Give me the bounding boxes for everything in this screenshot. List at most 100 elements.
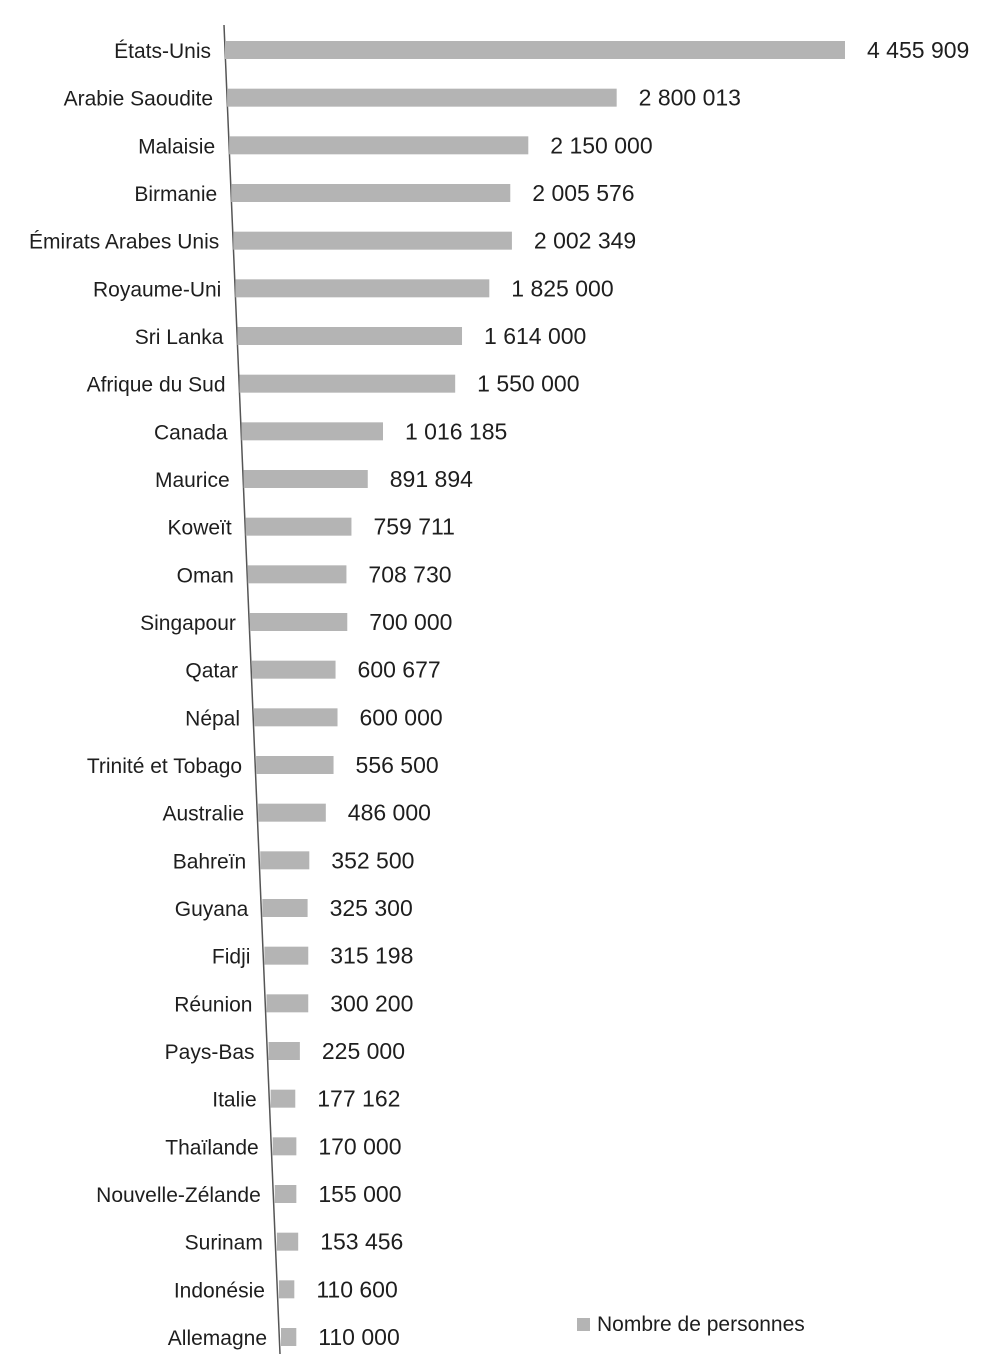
bar xyxy=(225,41,845,59)
category-label: Koweït xyxy=(168,517,232,540)
value-label: 759 711 xyxy=(373,514,454,540)
category-label: Royaume-Uni xyxy=(93,278,221,301)
bar-row: Fidji 315 198 xyxy=(212,943,414,969)
bar-row: Arabie Saoudite 2 800 013 xyxy=(64,85,741,111)
bar xyxy=(247,565,347,584)
bar xyxy=(262,899,308,917)
bar xyxy=(276,1232,299,1251)
bar-row: Sri Lanka 1 614 000 xyxy=(135,323,587,349)
bar-row: Qatar 600 677 xyxy=(185,657,440,683)
bar-row: Allemagne 110 000 xyxy=(168,1324,400,1350)
bar xyxy=(274,1185,297,1203)
value-label: 170 000 xyxy=(318,1133,401,1159)
bar xyxy=(272,1137,297,1156)
category-label: Oman xyxy=(177,564,234,587)
bar xyxy=(281,1328,297,1346)
bar-row: Népal 600 000 xyxy=(185,704,443,730)
value-label: 556 500 xyxy=(356,752,439,778)
bar-row: Royaume-Uni 1 825 000 xyxy=(93,275,614,301)
bar xyxy=(245,517,352,536)
bar-row: Nouvelle-Zélande 155 000 xyxy=(96,1181,401,1207)
value-label: 110 000 xyxy=(318,1324,399,1350)
value-label: 600 000 xyxy=(360,704,443,730)
category-label: Fidji xyxy=(212,946,251,969)
value-label: 1 825 000 xyxy=(511,275,613,301)
bar xyxy=(239,374,456,393)
value-label: 300 200 xyxy=(330,990,413,1016)
value-label: 153 456 xyxy=(320,1229,403,1255)
category-label: Indonésie xyxy=(174,1279,265,1302)
bar-row: États-Unis 4 455 909 xyxy=(114,37,969,63)
category-label: Nouvelle-Zélande xyxy=(96,1184,261,1207)
value-label: 225 000 xyxy=(322,1038,405,1064)
bar xyxy=(260,851,310,870)
value-label: 315 198 xyxy=(330,943,413,969)
value-label: 352 500 xyxy=(331,847,414,873)
bar-row: Italie 177 162 xyxy=(212,1086,400,1112)
bar-row: Australie 486 000 xyxy=(162,800,430,826)
category-label: Malaisie xyxy=(138,135,215,158)
value-label: 1 550 000 xyxy=(477,371,579,397)
bar xyxy=(270,1089,296,1108)
bar xyxy=(268,1042,300,1060)
bar xyxy=(249,613,348,631)
legend-label: Nombre de personnes xyxy=(597,1313,805,1336)
category-label: Qatar xyxy=(185,660,238,683)
legend-swatch xyxy=(577,1318,590,1331)
category-label: Arabie Saoudite xyxy=(64,88,213,111)
value-label: 4 455 909 xyxy=(867,37,969,63)
category-label: Maurice xyxy=(155,469,230,492)
category-label: Singapour xyxy=(140,612,236,635)
category-label: Italie xyxy=(212,1089,256,1112)
value-label: 110 600 xyxy=(316,1276,397,1302)
value-label: 600 677 xyxy=(358,657,441,683)
value-label: 700 000 xyxy=(369,609,452,635)
category-label: Afrique du Sud xyxy=(87,374,226,397)
bar-row: Guyana 325 300 xyxy=(175,895,413,921)
value-label: 486 000 xyxy=(348,800,431,826)
bar xyxy=(233,231,512,250)
bar-row: Maurice 891 894 xyxy=(155,466,473,492)
bar xyxy=(229,136,529,155)
category-label: Allemagne xyxy=(168,1327,267,1350)
category-label: Pays-Bas xyxy=(165,1041,255,1064)
category-label: Bahreïn xyxy=(173,850,247,873)
bar-row: Indonésie 110 600 xyxy=(174,1276,398,1302)
category-label: Guyana xyxy=(175,898,249,921)
bar xyxy=(266,994,309,1013)
category-label: Surinam xyxy=(185,1232,263,1255)
category-label: États-Unis xyxy=(114,40,211,63)
bar-row: Afrique du Sud 1 550 000 xyxy=(87,371,580,397)
bar-row: Birmanie 2 005 576 xyxy=(134,180,634,206)
bar xyxy=(254,708,338,727)
value-label: 1 614 000 xyxy=(484,323,586,349)
category-label: Népal xyxy=(185,707,240,730)
category-label: Réunion xyxy=(174,993,252,1016)
bar-row: Trinité et Tobago 556 500 xyxy=(87,752,439,778)
bar xyxy=(227,88,617,107)
bar xyxy=(258,803,326,822)
bar xyxy=(251,660,336,679)
category-label: Sri Lanka xyxy=(135,326,224,349)
bar xyxy=(231,184,511,202)
bar-row: Émirats Arabes Unis 2 002 349 xyxy=(29,228,636,254)
value-label: 1 016 185 xyxy=(405,418,507,444)
bar-row: Pays-Bas 225 000 xyxy=(165,1038,405,1064)
bar xyxy=(278,1280,295,1299)
bar-row: Malaisie 2 150 000 xyxy=(138,132,653,158)
legend: Nombre de personnes xyxy=(577,1313,805,1336)
value-label: 708 730 xyxy=(368,561,451,587)
bar-row: Surinam 153 456 xyxy=(185,1229,404,1255)
category-label: Trinité et Tobago xyxy=(87,755,242,778)
value-label: 325 300 xyxy=(330,895,413,921)
value-label: 2 002 349 xyxy=(534,228,636,254)
bar-row: Thaïlande 170 000 xyxy=(165,1133,401,1159)
bars-group: États-Unis 4 455 909 Arabie Saoudite 2 800 … xyxy=(29,37,969,1350)
bar xyxy=(235,279,490,298)
value-label: 2 150 000 xyxy=(550,132,652,158)
bar xyxy=(256,756,334,774)
bar xyxy=(264,946,309,965)
category-label: Émirats Arabes Unis xyxy=(29,231,219,254)
bar-row: Oman 708 730 xyxy=(177,561,452,587)
value-label: 891 894 xyxy=(390,466,473,492)
